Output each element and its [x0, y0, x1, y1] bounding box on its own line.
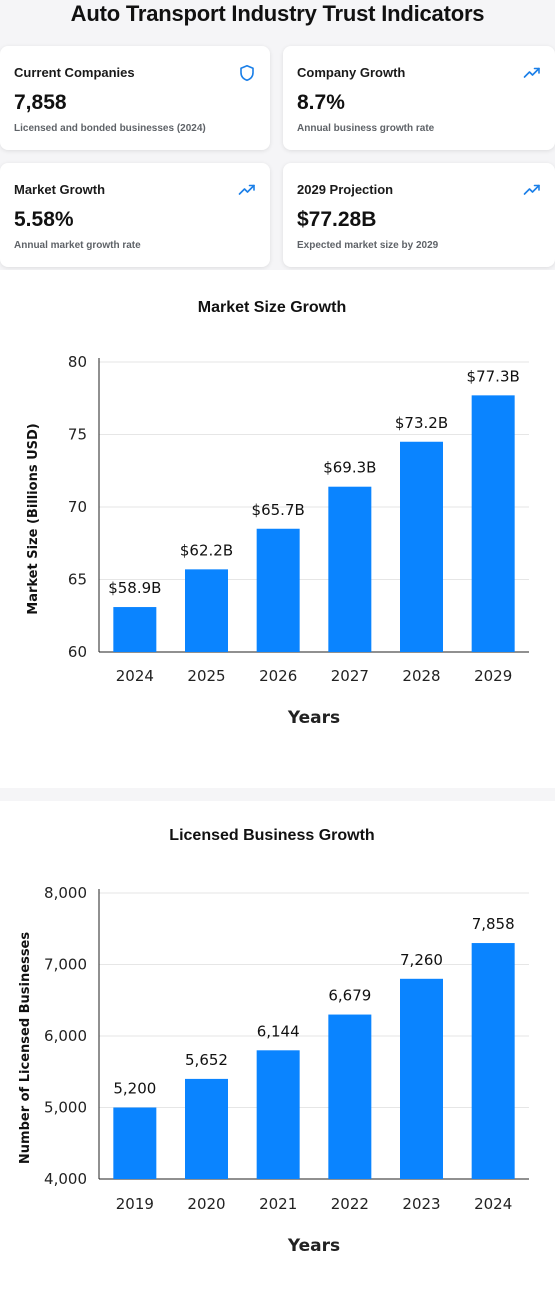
y-tick-label: 5,000	[44, 1099, 87, 1117]
y-tick-label: 60	[68, 643, 87, 661]
bar-data-label: $73.2B	[395, 414, 448, 432]
bar-data-label: 7,858	[472, 915, 515, 933]
card-value: 7,858	[14, 91, 67, 114]
bar-2021	[256, 1050, 300, 1179]
card-subtitle: Expected market size by 2029	[297, 240, 439, 251]
x-tick-label: 2027	[331, 667, 369, 685]
card-value: $77.28B	[297, 208, 377, 231]
bar-2026	[256, 528, 300, 652]
y-tick-label: 4,000	[44, 1170, 87, 1188]
card-value: 5.58%	[14, 208, 74, 231]
y-tick-label: 6,000	[44, 1027, 87, 1045]
bar-2022	[328, 1014, 372, 1179]
bar-data-label: 6,144	[257, 1022, 300, 1040]
bar-2024	[471, 943, 515, 1179]
trending-up-icon	[523, 64, 541, 82]
card-title: Market Growth	[14, 182, 106, 197]
trending-up-icon	[238, 181, 256, 199]
x-tick-label: 2023	[402, 1195, 440, 1213]
y-tick-label: 7,000	[44, 956, 87, 974]
x-tick-label: 2025	[187, 667, 225, 685]
card-title: Current Companies	[14, 65, 135, 80]
card-value: 8.7%	[297, 91, 345, 114]
x-axis-title: Years	[287, 1236, 340, 1256]
bar-2024	[113, 607, 157, 652]
chart-title: Licensed Business Growth	[169, 827, 374, 844]
y-axis-title: Number of Licensed Businesses	[18, 932, 33, 1164]
card-title: 2029 Projection	[297, 182, 394, 197]
x-tick-label: 2020	[187, 1195, 225, 1213]
bar-2028	[400, 441, 443, 652]
stat-card-current-companies: Current Companies 7,858 Licensed and bon…	[0, 46, 270, 150]
bar-2027	[328, 486, 372, 652]
x-tick-label: 2021	[259, 1195, 297, 1213]
bar-data-label: $62.2B	[180, 541, 233, 559]
x-tick-label: 2028	[402, 667, 440, 685]
y-axis-title: Market Size (Billions USD)	[26, 423, 41, 614]
trending-up-icon	[523, 181, 541, 199]
x-tick-label: 2022	[331, 1195, 369, 1213]
card-subtitle: Annual business growth rate	[297, 123, 435, 134]
x-tick-label: 2026	[259, 667, 297, 685]
bar-data-label: 5,652	[185, 1051, 228, 1069]
bar-2023	[400, 978, 443, 1179]
y-tick-label: 65	[68, 571, 87, 589]
bar-data-label: $65.7B	[252, 501, 305, 519]
x-tick-label: 2019	[116, 1195, 154, 1213]
bar-data-label: 5,200	[113, 1080, 156, 1098]
card-subtitle: Licensed and bonded businesses (2024)	[14, 123, 206, 134]
market-size-chart: Market Size Growth 60 65 70 75 80 $58.9B 2024 $6…	[26, 299, 529, 728]
card-subtitle: Annual market growth rate	[14, 240, 141, 251]
bar-2029	[471, 395, 515, 652]
card-title: Company Growth	[297, 65, 406, 80]
bar-data-label: $77.3B	[467, 367, 520, 385]
stat-card-company-growth: Company Growth 8.7% Annual business grow…	[283, 46, 555, 150]
stat-card-2029-projection: 2029 Projection $77.28B Expected market …	[283, 163, 555, 267]
bar-data-label: 6,679	[328, 987, 371, 1005]
bar-data-label: $69.3B	[323, 459, 376, 477]
bar-data-label: $58.9B	[108, 579, 161, 597]
x-tick-label: 2024	[474, 1195, 512, 1213]
chart-title: Market Size Growth	[198, 299, 346, 316]
x-axis-title: Years	[287, 708, 340, 728]
market-size-chart-panel: Market Size Growth 60 65 70 75 80 $58.9B 2024 $6…	[0, 270, 555, 788]
bar-2020	[185, 1078, 228, 1179]
page-title: Auto Transport Industry Trust Indicators	[70, 1, 485, 26]
licensed-business-chart-panel: Licensed Business Growth 4,000 5,000 6,000 7…	[0, 801, 555, 1302]
y-tick-label: 75	[68, 426, 87, 444]
bar-2025	[185, 569, 228, 652]
y-tick-label: 70	[68, 498, 87, 516]
x-tick-label: 2029	[474, 667, 512, 685]
bar-2019	[113, 1107, 157, 1179]
y-tick-label: 80	[68, 353, 87, 371]
y-tick-label: 8,000	[44, 884, 87, 902]
shield-icon	[238, 64, 256, 82]
x-tick-label: 2024	[116, 667, 154, 685]
bar-data-label: 7,260	[400, 951, 443, 969]
stat-card-market-growth: Market Growth 5.58% Annual market growth…	[0, 163, 270, 267]
licensed-business-chart: Licensed Business Growth 4,000 5,000 6,000 7…	[18, 827, 529, 1256]
